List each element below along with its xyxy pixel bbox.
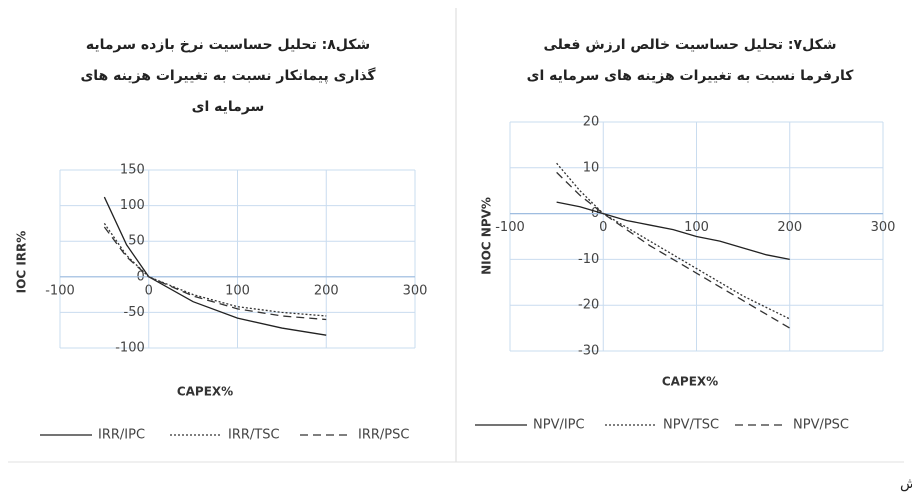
x-axis-title: CAPEX% bbox=[177, 385, 233, 399]
y-tick-label: -50 bbox=[124, 305, 145, 320]
x-tick-label: 0 bbox=[599, 220, 607, 235]
x-tick-label: 200 bbox=[777, 220, 802, 235]
y-tick-label: 150 bbox=[120, 163, 145, 178]
y-tick-label: -100 bbox=[115, 341, 145, 356]
legend-label: NPV/TSC bbox=[663, 418, 719, 433]
legend-label: IRR/IPC bbox=[98, 428, 145, 443]
data-line bbox=[556, 201, 790, 261]
x-tick-label: 100 bbox=[225, 283, 250, 298]
legend-label: NPV/PSC bbox=[793, 418, 849, 433]
chart-title: کارفرما نسبت به تغییرات هزینه های سرمایه… bbox=[527, 68, 855, 84]
data-line bbox=[556, 171, 791, 329]
x-tick-label: 300 bbox=[403, 283, 428, 298]
y-tick-label: 100 bbox=[120, 198, 145, 213]
chart-title: شکل۷: تحلیل حساسیت خالص ارزش فعلی bbox=[544, 37, 837, 53]
y-tick-label: 10 bbox=[583, 160, 600, 175]
chart-title: گذاری پیمانکار نسبت به تغییرات هزینه های bbox=[80, 67, 376, 84]
chart-title: سرمایه ای bbox=[192, 99, 265, 115]
x-tick-label: 200 bbox=[314, 283, 339, 298]
data-line bbox=[103, 223, 327, 317]
x-tick-label: 300 bbox=[871, 220, 896, 235]
data-line bbox=[556, 162, 791, 320]
x-axis-title: CAPEX% bbox=[662, 375, 718, 389]
legend-label: NPV/IPC bbox=[533, 418, 585, 433]
y-tick-label: -20 bbox=[578, 298, 599, 313]
x-tick-label: -100 bbox=[495, 220, 525, 235]
legend-label: IRR/TSC bbox=[228, 428, 280, 443]
y-axis-title: NIOC NPV% bbox=[480, 197, 494, 275]
data-line bbox=[103, 196, 327, 336]
x-tick-label: -100 bbox=[45, 283, 75, 298]
y-axis-title: IOC IRR% bbox=[15, 231, 29, 294]
y-tick-label: -10 bbox=[578, 252, 599, 267]
y-tick-label: 20 bbox=[583, 115, 600, 130]
legend-label: IRR/PSC bbox=[358, 428, 409, 443]
chart-title: شکل۸: تحلیل حساسیت نرخ بازده سرمایه bbox=[86, 37, 370, 53]
y-tick-label: -30 bbox=[578, 344, 599, 359]
y-tick-label: 50 bbox=[128, 234, 145, 249]
x-tick-label: 100 bbox=[684, 220, 709, 235]
x-tick-label: 0 bbox=[145, 283, 153, 298]
source: مأخذ: یافته های پژوهش bbox=[900, 473, 912, 492]
